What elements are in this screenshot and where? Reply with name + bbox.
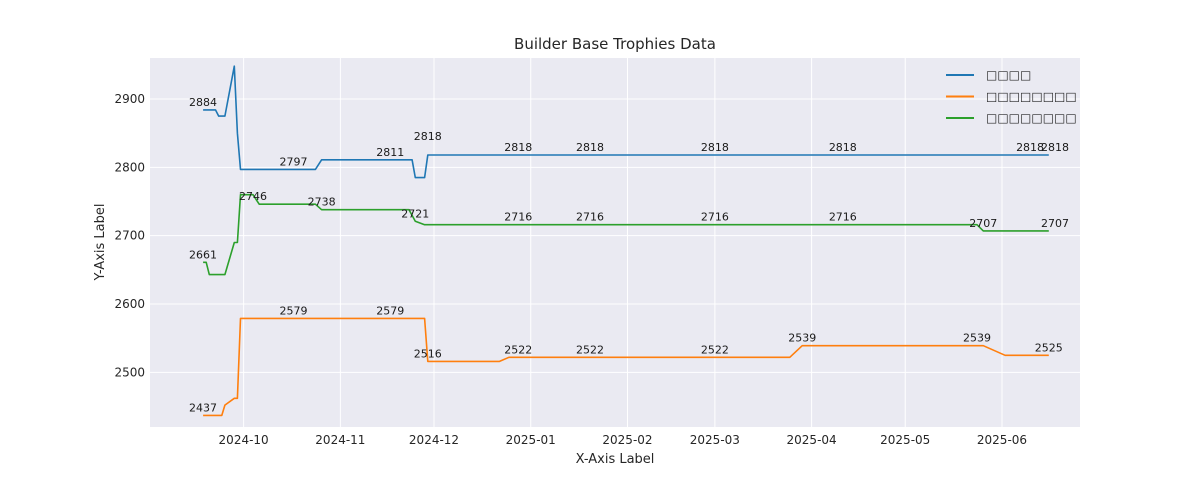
data-label: 2707 bbox=[1041, 217, 1069, 230]
data-label: 2818 bbox=[701, 141, 729, 154]
series-line-3 bbox=[203, 193, 1049, 276]
data-label: 2716 bbox=[504, 211, 532, 224]
x-axis-label: X-Axis Label bbox=[576, 452, 655, 467]
y-tick-label: 2700 bbox=[114, 229, 145, 243]
data-label: 2818 bbox=[576, 141, 604, 154]
x-axis-ticks: 2024-10 2024-11 2024-12 2025-01 2025-02 2025-… bbox=[219, 433, 1027, 447]
x-tick-label: 2025-01 bbox=[506, 433, 556, 447]
data-label: 2884 bbox=[189, 96, 217, 109]
data-label: 2579 bbox=[280, 304, 308, 317]
chart-title: Builder Base Trophies Data bbox=[514, 35, 716, 53]
x-tick-label: 2024-11 bbox=[315, 433, 365, 447]
data-label: 2738 bbox=[308, 196, 336, 209]
data-label: 2818 bbox=[504, 141, 532, 154]
data-label: 2516 bbox=[414, 347, 442, 360]
legend-label-2: □□□□□□□□ bbox=[986, 90, 1077, 104]
y-axis-ticks: 2500 2600 2700 2800 2900 bbox=[114, 92, 145, 379]
y-tick-label: 2500 bbox=[114, 365, 145, 379]
legend-label-3: □□□□□□□□ bbox=[986, 111, 1077, 125]
data-label: 2522 bbox=[701, 343, 729, 356]
data-label: 2579 bbox=[376, 304, 404, 317]
legend: □□□□□□□□□□□□□□□□□□□□ bbox=[946, 68, 1077, 125]
series-line-1 bbox=[203, 65, 1049, 179]
x-tick-label: 2025-05 bbox=[880, 433, 930, 447]
y-tick-label: 2600 bbox=[114, 297, 145, 311]
data-label: 2818 bbox=[1016, 141, 1044, 154]
series-lines bbox=[203, 65, 1049, 417]
data-label: 2661 bbox=[189, 248, 217, 261]
x-tick-label: 2025-03 bbox=[690, 433, 740, 447]
data-label: 2716 bbox=[576, 211, 604, 224]
x-tick-label: 2024-12 bbox=[409, 433, 459, 447]
data-label: 2707 bbox=[969, 217, 997, 230]
legend-label-1: □□□□ bbox=[986, 68, 1031, 82]
y-axis-label: Y-Axis Label bbox=[93, 204, 108, 282]
data-label: 2818 bbox=[414, 130, 442, 143]
data-label: 2818 bbox=[829, 141, 857, 154]
data-label: 2522 bbox=[576, 343, 604, 356]
data-label: 2716 bbox=[701, 211, 729, 224]
x-tick-label: 2025-04 bbox=[787, 433, 837, 447]
y-tick-label: 2900 bbox=[114, 92, 145, 106]
data-label: 2811 bbox=[376, 146, 404, 159]
plot-area bbox=[150, 58, 1080, 427]
data-label: 2539 bbox=[963, 332, 991, 345]
data-label: 2437 bbox=[189, 401, 217, 414]
data-label: 2539 bbox=[788, 332, 816, 345]
data-label: 2818 bbox=[1041, 141, 1069, 154]
x-tick-label: 2024-10 bbox=[219, 433, 269, 447]
data-label: 2525 bbox=[1035, 341, 1063, 354]
x-tick-label: 2025-02 bbox=[602, 433, 652, 447]
data-label: 2522 bbox=[504, 343, 532, 356]
data-label: 2746 bbox=[239, 190, 267, 203]
y-tick-label: 2800 bbox=[114, 160, 145, 174]
grid bbox=[150, 58, 1080, 427]
x-tick-label: 2025-06 bbox=[977, 433, 1027, 447]
data-label: 2716 bbox=[829, 211, 857, 224]
data-label: 2797 bbox=[280, 155, 308, 168]
data-label: 2721 bbox=[401, 207, 429, 220]
series-line-2 bbox=[203, 317, 1049, 417]
